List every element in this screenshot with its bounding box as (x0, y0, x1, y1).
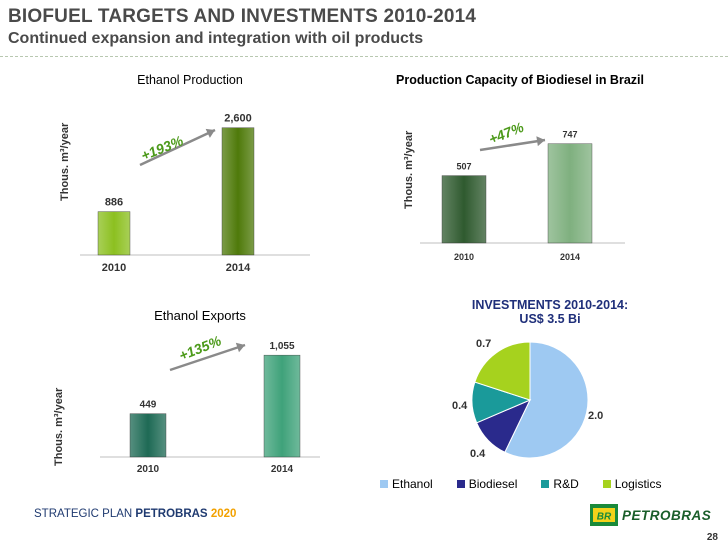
ethanol-production-growth-arrowhead (205, 128, 215, 138)
biodiesel-title: Production Capacity of Biodiesel in Braz… (396, 73, 644, 87)
ethanol-production-chart: 886 2010 2,600 2014 (80, 113, 310, 274)
ethanol-exports-bar-2014 (263, 354, 301, 458)
ethanol-production-value-label-2014: 2,600 (224, 113, 252, 125)
biodiesel-capacity-bar-2010 (441, 175, 487, 244)
biodiesel-ylabel: Thous. m³/year (403, 130, 415, 209)
footer-plan-company: PETROBRAS (135, 508, 208, 520)
ethanol-production-tick-2010: 2010 (102, 262, 126, 274)
ethanol-production-tick-2014: 2014 (226, 262, 251, 274)
ethanol-production-value-label-2010: 886 (105, 197, 123, 209)
legend-label-biodiesel: Biodiesel (468, 477, 518, 491)
investments-title: INVESTMENTS 2010-2014: US$ 3.5 Bi (440, 298, 660, 326)
pie-label-ethanol: 2.0 (588, 410, 604, 422)
ethanol-production-growth-arrow (139, 128, 216, 167)
biodiesel-capacity-value-label-2014: 747 (562, 130, 577, 140)
legend-swatch-rd (541, 480, 550, 488)
legend-item-rd: R&D (541, 477, 579, 491)
petrobras-logo-icon: BR (590, 504, 618, 526)
pie-label-logistics: 0.7 (476, 338, 492, 350)
biodiesel-capacity-tick-2010: 2010 (454, 252, 474, 262)
ethanol-exports-growth-arrowhead (235, 342, 245, 353)
biodiesel-capacity-growth-arrow (479, 138, 546, 152)
ethanol-exports-tick-2014: 2014 (271, 464, 294, 475)
ethanol-exports-ylabel: Thous. m³/year (53, 387, 65, 466)
ethanol-exports-value-label-2010: 449 (140, 400, 157, 411)
biodiesel-capacity-growth-arrowhead (536, 136, 545, 147)
legend-label-rd: R&D (553, 477, 579, 491)
investments-legend: Ethanol Biodiesel R&D Logistics (380, 477, 685, 491)
pie-slice-ethanol (504, 341, 589, 459)
page-number: 28 (706, 532, 718, 543)
legend-item-ethanol: Ethanol (380, 477, 433, 491)
logo-badge-text: BR (597, 512, 612, 523)
legend-label-ethanol: Ethanol (392, 477, 433, 491)
slide-title: BIOFUEL TARGETS AND INVESTMENTS 2010-201… (8, 6, 477, 27)
ethanol-production-bar-2014 (221, 127, 255, 256)
legend-item-biodiesel: Biodiesel (456, 477, 518, 491)
investments-pie (471, 341, 589, 459)
biodiesel-capacity-value-label-2010: 507 (456, 162, 471, 172)
ethanol-exports-chart: 449 2010 1,055 2014 (100, 341, 320, 475)
legend-swatch-logistics (602, 480, 611, 488)
biodiesel-capacity-bar-2014 (547, 143, 593, 244)
ethanol-exports-value-label-2014: 1,055 (269, 341, 294, 352)
legend-swatch-ethanol (380, 480, 388, 488)
investments-title-line1: INVESTMENTS 2010-2014: (471, 298, 629, 312)
pie-slice-logistics (474, 341, 531, 401)
legend-label-logistics: Logistics (614, 477, 662, 491)
footer-strategic-plan: STRATEGIC PLAN PETROBRAS 2020 (34, 508, 236, 520)
ethanol-production-bar-2010 (97, 211, 131, 256)
slide-subtitle: Continued expansion and integration with… (8, 30, 424, 47)
biodiesel-chart: 507 2010 747 2014 (420, 130, 625, 262)
ethanol-exports-bar-2010 (129, 413, 167, 458)
petrobras-logo-text: PETROBRAS (622, 508, 712, 523)
legend-item-logistics: Logistics (602, 477, 662, 491)
ethanol-exports-title: Ethanol Exports (154, 308, 246, 323)
investments-title-line2: US$ 3.5 Bi (519, 312, 581, 326)
header-divider (0, 56, 728, 57)
biodiesel-capacity-tick-2014: 2014 (560, 252, 580, 262)
footer-plan-year: 2020 (210, 508, 237, 520)
ethanol-production-title: Ethanol Production (137, 73, 243, 87)
ethanol-exports-growth-arrow (169, 343, 246, 372)
pie-label-rd: 0.4 (452, 400, 468, 412)
pie-label-biodiesel: 0.4 (470, 448, 486, 460)
footer-plan-prefix: STRATEGIC PLAN (34, 508, 133, 520)
ethanol-exports-tick-2010: 2010 (137, 464, 160, 475)
legend-swatch-biodiesel (456, 480, 465, 488)
